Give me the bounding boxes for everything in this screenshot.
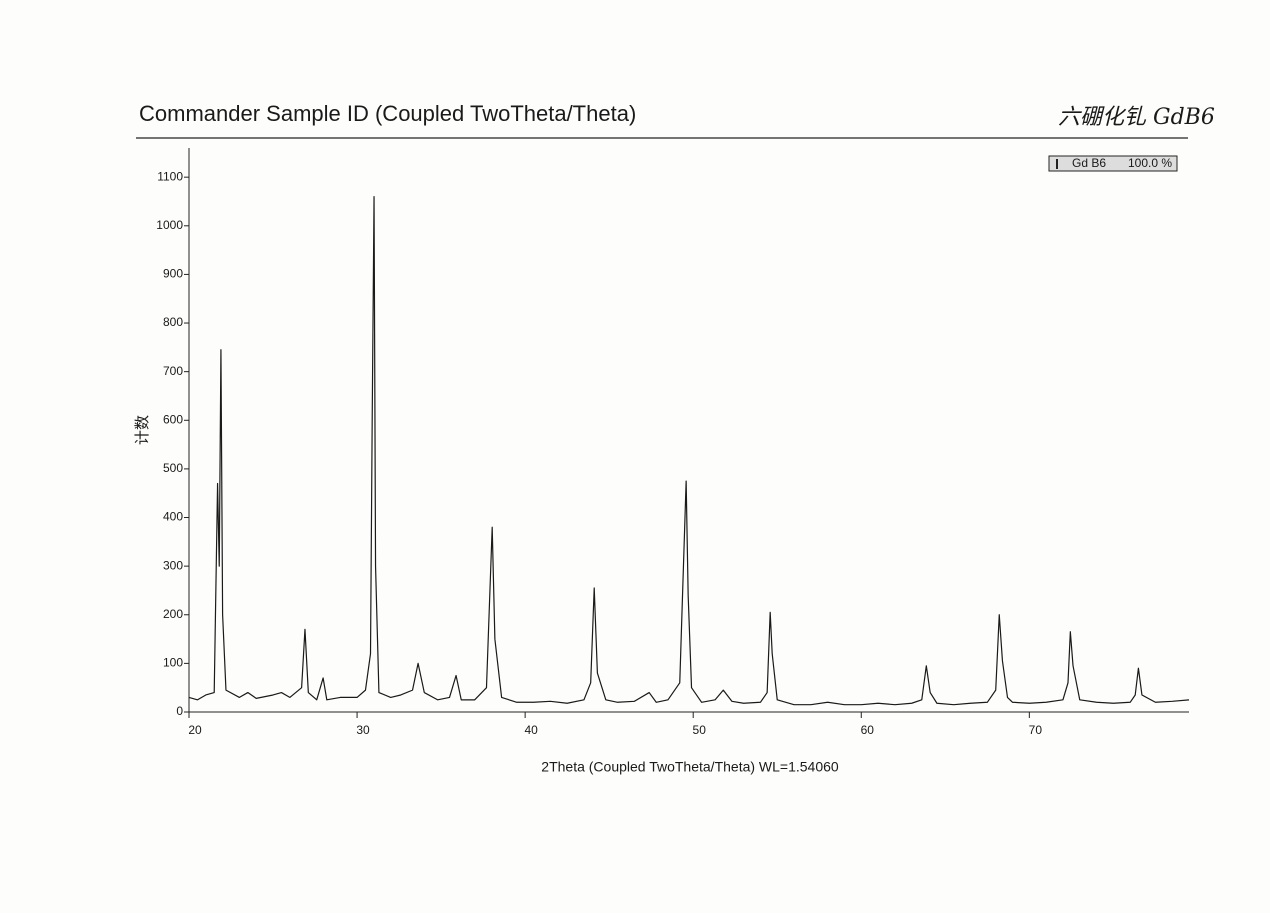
y-tick-label: 800: [163, 315, 183, 329]
x-tick-label: 30: [356, 723, 370, 737]
x-axis-label: 2Theta (Coupled TwoTheta/Theta) WL=1.540…: [541, 759, 839, 775]
legend-box: [1048, 155, 1178, 172]
y-tick-label: 100: [163, 656, 183, 670]
y-tick-label: 600: [163, 412, 183, 426]
y-tick-label: 300: [163, 558, 183, 572]
y-tick-label: 500: [163, 461, 183, 475]
x-tick-label: 70: [1029, 723, 1043, 737]
y-tick-label: 1000: [156, 218, 183, 232]
x-tick-label: 20: [188, 723, 202, 737]
y-tick-label: 0: [176, 704, 183, 718]
x-tick-label: 50: [693, 723, 707, 737]
y-tick-label: 700: [163, 364, 183, 378]
y-tick-label: 200: [163, 607, 183, 621]
legend-label: Gd B6: [1072, 156, 1106, 170]
legend-share: 100.0 %: [1128, 156, 1172, 170]
y-tick-label: 1100: [157, 169, 183, 183]
x-tick-label: 40: [524, 723, 538, 737]
chart-title: Commander Sample ID (Coupled TwoTheta/Th…: [139, 101, 636, 126]
y-tick-label: 400: [163, 510, 183, 524]
x-tick-label: 60: [861, 723, 875, 737]
y-axis-label: 计数: [134, 415, 151, 445]
handwritten-note: 六硼化钆 GdB6: [1058, 105, 1215, 130]
y-tick-label: 900: [163, 267, 183, 281]
diffraction-line: [188, 196, 1190, 706]
